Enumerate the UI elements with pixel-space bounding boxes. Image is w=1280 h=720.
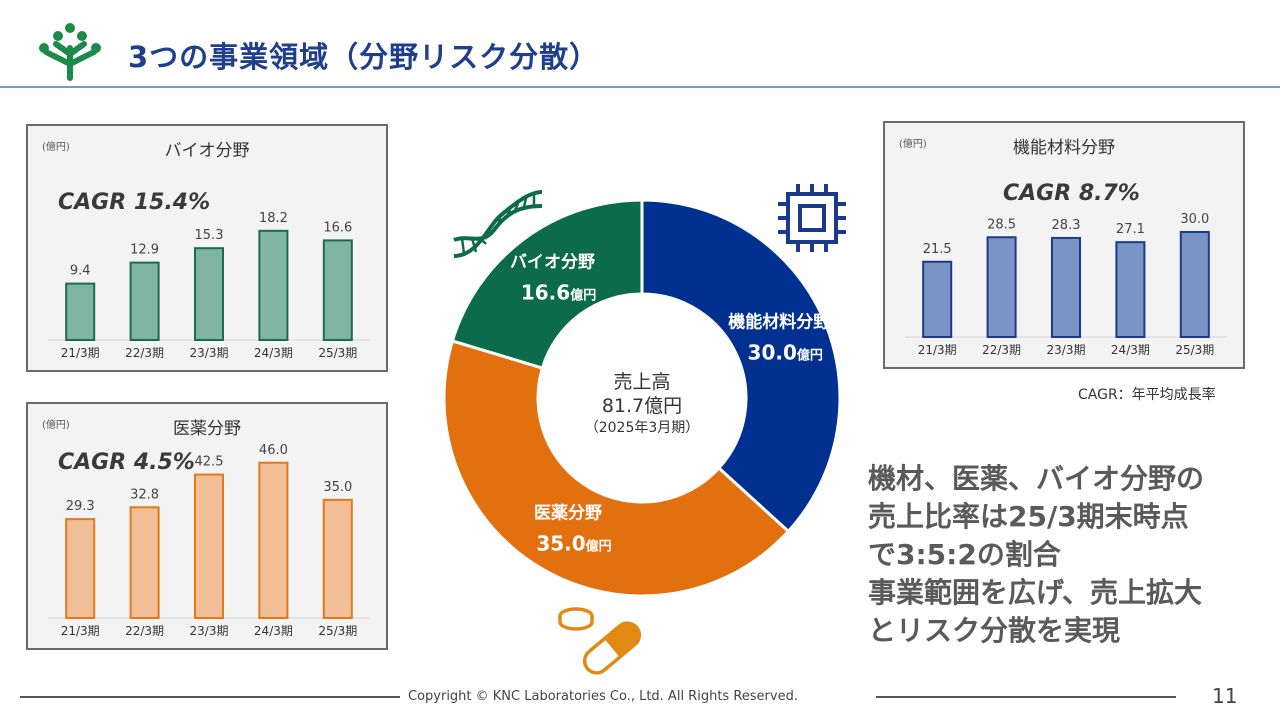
bar	[194, 473, 224, 619]
pharma-unit-label: (億円)	[42, 420, 70, 431]
bar-value-label: 15.3	[195, 228, 224, 243]
category-label: 23/3期	[190, 624, 229, 638]
material-bar-chart: 21.5 21/3期 28.5 22/3期 28.3 23/3期 27.1 24/3期 30.0…	[905, 212, 1227, 357]
slice-name-label: バイオ分野	[510, 253, 595, 273]
bar-value-label: 12.9	[130, 243, 159, 258]
material-chart-panel: (億円) 機能材料分野 CAGR 8.7% 21.5 21/3期 28.5 22/3期…	[883, 121, 1245, 369]
bar	[922, 260, 953, 338]
material-chart-title: 機能材料分野	[1013, 138, 1115, 158]
material-unit-label: (億円)	[899, 139, 927, 150]
category-label: 22/3期	[125, 624, 164, 638]
bar	[986, 236, 1017, 338]
pharma-chart-panel: (億円) 医薬分野 CAGR 4.5% 29.3 21/3期 32.8 22/3期 42…	[26, 402, 388, 650]
donut-center-total: 81.7億円	[601, 395, 683, 417]
bar	[1115, 241, 1146, 338]
category-label: 21/3期	[61, 346, 100, 360]
copyright-text: Copyright © KNC Laboratories Co., Ltd. A…	[408, 689, 798, 704]
bar	[1051, 236, 1081, 338]
bar-value-label: 30.0	[1180, 212, 1209, 227]
bio-chart-title: バイオ分野	[164, 141, 250, 161]
category-label: 24/3期	[1111, 343, 1150, 357]
bar-value-label: 16.6	[323, 220, 352, 235]
category-label: 23/3期	[190, 346, 229, 360]
pharma-chart-title: 医薬分野	[173, 419, 241, 439]
category-label: 25/3期	[318, 624, 357, 638]
category-label: 21/3期	[918, 343, 957, 357]
category-label: 24/3期	[254, 346, 293, 360]
bar-value-label: 28.5	[987, 217, 1016, 232]
category-label: 23/3期	[1047, 343, 1086, 357]
donut-slice	[450, 198, 644, 370]
bar-value-label: 46.0	[259, 443, 288, 458]
page-title: 3つの事業領域（分野リスク分散）	[128, 40, 600, 74]
bar	[129, 261, 160, 342]
category-label: 22/3期	[982, 343, 1021, 357]
summary-line: とリスク分散を実現	[868, 614, 1121, 647]
bar-value-label: 18.2	[259, 211, 288, 226]
bar-value-label: 35.0	[323, 480, 352, 495]
category-label: 24/3期	[254, 624, 293, 638]
bio-unit-label: (億円)	[42, 142, 70, 153]
bar	[322, 498, 353, 619]
bar-value-label: 32.8	[130, 487, 159, 502]
pharma-cagr-label: CAGR 4.5%	[58, 450, 195, 475]
bio-bar-chart: 9.4 21/3期 12.9 22/3期 15.3 23/3期 18.2 24/3期 16.6 2…	[48, 211, 370, 360]
footer-rule-right	[876, 696, 1176, 698]
bar	[1179, 231, 1210, 338]
bar	[129, 506, 160, 619]
category-label: 25/3期	[1175, 343, 1214, 357]
summary-line: 売上比率は25/3期末時点	[868, 500, 1189, 533]
cagr-note: CAGR：年平均成長率	[1078, 387, 1216, 403]
donut-center-label: 売上高	[613, 371, 671, 393]
bar	[65, 282, 96, 342]
bar-value-label: 21.5	[923, 242, 952, 257]
slice-name-label: 医薬分野	[534, 503, 602, 523]
bar	[258, 461, 289, 619]
chip-icon	[778, 184, 846, 252]
pill-icon	[558, 607, 642, 675]
category-label: 25/3期	[318, 346, 357, 360]
category-label: 22/3期	[125, 346, 164, 360]
donut-slice	[442, 339, 791, 598]
bar-value-label: 42.5	[195, 455, 224, 470]
summary-line: 事業範囲を広げ、売上拡大	[868, 576, 1203, 609]
category-label: 21/3期	[61, 624, 100, 638]
bar	[65, 518, 96, 619]
summary-line: で3:5:2の割合	[868, 538, 1061, 571]
bar	[322, 239, 353, 341]
summary-line: 機材、医薬、バイオ分野の	[868, 462, 1205, 495]
bar	[258, 229, 289, 341]
donut-center-period: （2025年3月期）	[584, 420, 700, 436]
bar-value-label: 9.4	[70, 264, 91, 279]
dna-icon	[453, 190, 543, 258]
donut-slice	[640, 198, 842, 534]
summary-text: 機材、医薬、バイオ分野の 売上比率は25/3期末時点 で3:5:2の割合 事業範…	[868, 460, 1268, 650]
donut-center: 売上高 81.7億円 （2025年3月期）	[542, 370, 742, 438]
bio-cagr-label: CAGR 15.4%	[58, 190, 211, 215]
pharma-bar-chart: 29.3 21/3期 32.8 22/3期 42.5 23/3期 46.0 24/3期 35.0…	[48, 443, 370, 638]
footer-rule-left	[20, 696, 400, 698]
bar-value-label: 29.3	[66, 499, 95, 514]
page-number: 11	[1212, 684, 1238, 708]
bio-chart-panel: (億円) バイオ分野 CAGR 15.4% 9.4 21/3期 12.9 22/3期 1…	[26, 124, 388, 372]
material-cagr-label: CAGR 8.7%	[1003, 181, 1140, 206]
bar-value-label: 27.1	[1116, 222, 1145, 237]
logo-icon	[39, 23, 101, 81]
bar-value-label: 28.3	[1052, 218, 1081, 233]
slice-name-label: 機能材料分野	[728, 311, 830, 332]
header-divider	[0, 86, 1280, 88]
bar	[194, 247, 224, 341]
slice-value-label: 35.0億円	[536, 531, 611, 555]
slice-value-label: 16.6億円	[521, 281, 596, 305]
